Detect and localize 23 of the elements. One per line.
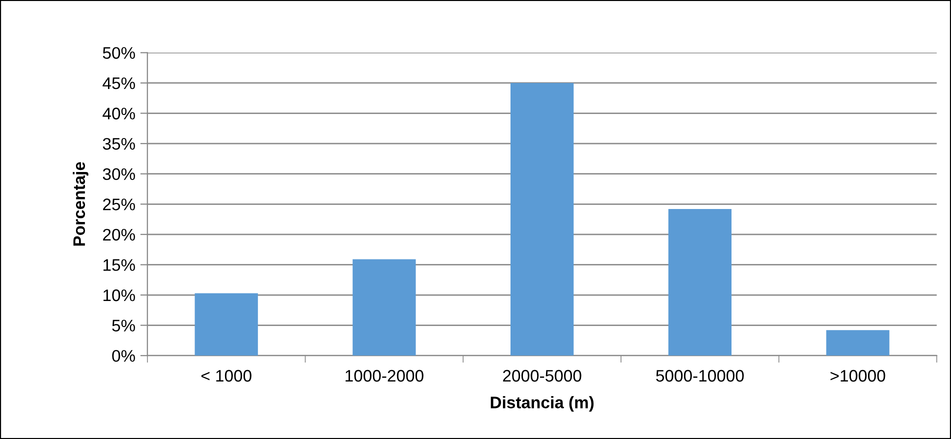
y-tick-label: 50% bbox=[102, 47, 136, 59]
y-tick-label: 45% bbox=[102, 77, 136, 90]
x-tick-label: 2000-5000 bbox=[503, 370, 582, 382]
y-tick-label: 30% bbox=[102, 168, 136, 180]
bar bbox=[352, 259, 416, 356]
y-tick-label: 5% bbox=[112, 320, 136, 332]
y-tick-label: 35% bbox=[102, 138, 136, 150]
y-axis-title: Porcentaje bbox=[72, 162, 88, 246]
y-tick-label: 40% bbox=[102, 108, 136, 120]
bar bbox=[194, 293, 258, 356]
bar bbox=[826, 330, 890, 356]
y-tick-label: 25% bbox=[103, 198, 136, 210]
x-tick-label: < 1000 bbox=[201, 370, 252, 382]
x-tick-label: >10000 bbox=[830, 370, 886, 382]
y-tick-label: 20% bbox=[103, 228, 136, 241]
x-tick-label: 5000-10000 bbox=[656, 370, 744, 382]
y-tick-label: 15% bbox=[104, 259, 136, 271]
x-tick-label: 1000-2000 bbox=[346, 370, 424, 382]
bar bbox=[510, 82, 574, 356]
bar bbox=[668, 208, 732, 356]
y-tick-label: 0% bbox=[112, 350, 136, 362]
x-axis-title: Distancia (m) bbox=[490, 396, 594, 412]
y-tick-label: 10% bbox=[104, 289, 136, 302]
